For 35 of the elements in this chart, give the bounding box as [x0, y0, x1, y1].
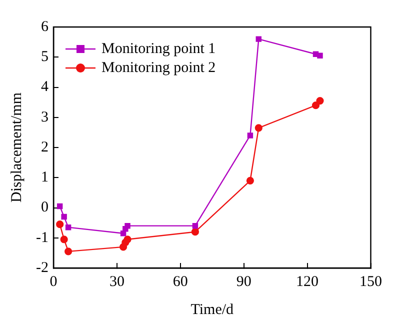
- point: [316, 97, 324, 105]
- y-tick-label: 4: [40, 79, 49, 96]
- point: [61, 214, 67, 220]
- point: [56, 220, 64, 228]
- point: [246, 176, 254, 184]
- x-tick-label: 120: [296, 274, 319, 290]
- y-tick-label: 3: [40, 109, 48, 126]
- point: [254, 124, 262, 132]
- y-axis-title: Displacement/mm: [8, 92, 25, 202]
- point: [192, 222, 198, 229]
- x-tick-label: 90: [236, 274, 252, 290]
- point: [312, 102, 320, 110]
- y-tick-label: -2: [36, 260, 48, 276]
- point: [191, 228, 199, 236]
- point: [317, 52, 323, 58]
- x-axis-title: Time/d: [190, 302, 234, 318]
- y-tick-label: 2: [40, 139, 48, 156]
- point: [60, 236, 68, 244]
- y-tick-label: 5: [40, 49, 48, 66]
- x-tick-label: 30: [109, 274, 124, 290]
- legend-label: Monitoring point 2: [101, 60, 216, 76]
- point: [65, 224, 72, 230]
- y-tick-label: 0: [40, 200, 48, 216]
- point: [247, 132, 254, 138]
- y-tick-label: 1: [40, 170, 48, 186]
- point: [56, 203, 63, 210]
- y-tick-label: -1: [36, 230, 48, 246]
- y-tick-label: 6: [40, 18, 49, 35]
- legend-label: Monitoring point 1: [101, 40, 216, 57]
- point: [124, 222, 130, 229]
- x-tick-label: 60: [172, 274, 188, 290]
- point: [124, 236, 132, 244]
- x-tick-label: 150: [360, 274, 382, 290]
- point: [256, 36, 262, 42]
- point: [64, 248, 72, 256]
